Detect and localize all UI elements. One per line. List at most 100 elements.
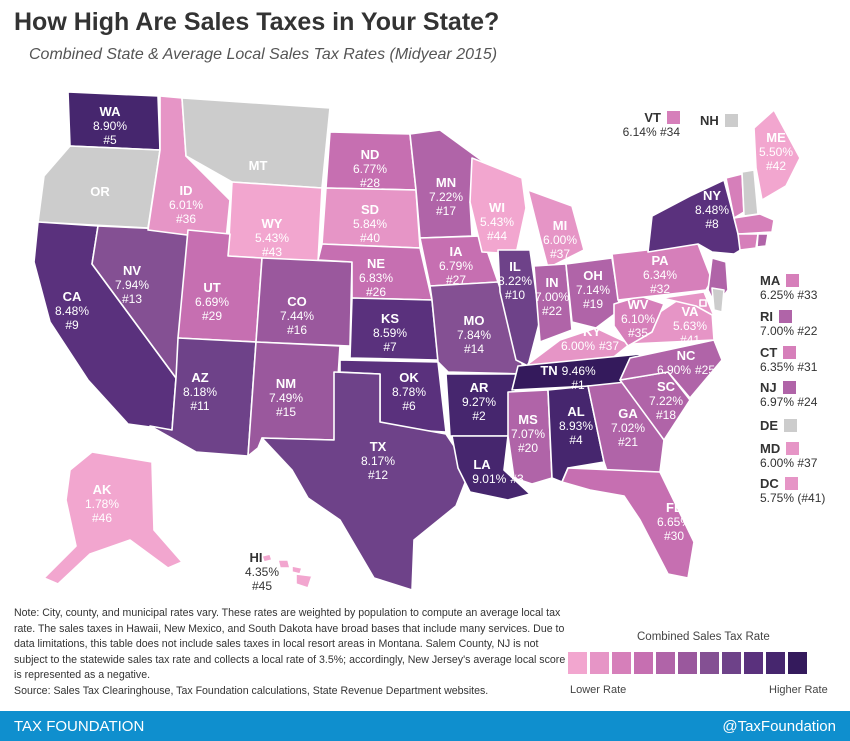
legend-title: Combined Sales Tax Rate	[637, 631, 770, 643]
swatch-nj	[782, 381, 796, 394]
label-az: AZ 8.18% #11	[183, 370, 217, 413]
label-tx: TX 8.17% #12	[361, 439, 395, 482]
callout-md: MD 6.00% #37	[760, 441, 818, 470]
legend-scale	[568, 652, 807, 674]
legend-swatch-7	[700, 652, 719, 674]
label-id: ID 6.01% #36	[169, 183, 203, 226]
label-la: LA	[473, 457, 491, 472]
label-ca: CA 8.48% #9	[55, 289, 89, 332]
label-wv: WV 6.10% #35	[621, 297, 655, 340]
label-pa: PA 6.34% #32	[643, 253, 677, 296]
footnote: Note: City, county, and municipal rates …	[14, 606, 574, 699]
label-ar: AR 9.27% #2	[462, 380, 496, 423]
legend-swatch-9	[744, 652, 763, 674]
label-ne: NE 6.83% #26	[359, 256, 393, 299]
label-fl: FL 6.65% #30	[657, 500, 691, 543]
swatch-vt	[667, 111, 680, 124]
state-mi[interactable]	[527, 189, 585, 269]
state-nh[interactable]	[741, 169, 759, 217]
state-ri[interactable]	[756, 233, 769, 248]
note-text: Note: City, county, and municipal rates …	[14, 607, 566, 681]
label-la-rate: 9.01% #3	[472, 472, 524, 486]
label-ms: MS 7.07% #20	[511, 412, 545, 455]
footer-brand: TAX FOUNDATION	[14, 718, 145, 735]
legend-swatch-3	[612, 652, 631, 674]
legend-swatch-8	[722, 652, 741, 674]
label-wy: WY 5.43% #43	[255, 216, 289, 259]
label-ok: OK 8.78% #6	[392, 370, 426, 413]
swatch-ri	[779, 310, 792, 323]
label-al: AL 8.93% #4	[559, 404, 593, 447]
legend-swatch-1	[568, 652, 587, 674]
callout-nh: NH	[700, 113, 738, 128]
state-fl[interactable]	[561, 467, 695, 579]
state-oh[interactable]	[565, 257, 621, 329]
swatch-ma	[786, 274, 800, 287]
swatch-nh	[724, 114, 738, 127]
legend-swatch-5	[656, 652, 675, 674]
label-va: VA 5.63% #41	[673, 304, 707, 347]
label-oh: OH 7.14% #19	[576, 268, 610, 311]
legend-high-label: Higher Rate	[769, 684, 828, 696]
callout-ri: RI 7.00% #22	[760, 309, 818, 338]
state-la[interactable]	[451, 435, 531, 501]
label-ak: AK 1.78% #46	[85, 482, 119, 525]
label-ia: IA 6.79% #27	[439, 244, 473, 287]
label-tn: TN 9.46% #1	[540, 363, 596, 392]
label-mt: MT	[249, 158, 268, 173]
label-sc: SC 7.22% #18	[649, 379, 683, 422]
label-sd: SD 5.84% #40	[353, 202, 387, 245]
state-ma[interactable]	[733, 213, 775, 235]
state-ak[interactable]	[43, 451, 183, 585]
state-hi[interactable]	[261, 553, 313, 589]
label-nm: NM 7.49% #15	[269, 376, 303, 419]
label-ks: KS 8.59% #7	[373, 311, 407, 354]
callout-vt: VT 6.14% #34	[622, 110, 680, 139]
state-dc[interactable]	[699, 299, 707, 307]
label-co: CO 7.44% #16	[280, 294, 314, 337]
callout-nj: NJ 6.97% #24	[760, 380, 818, 409]
label-nc: NC 6.90% #25	[657, 348, 715, 377]
state-md[interactable]	[661, 291, 715, 317]
label-or: OR	[90, 184, 110, 199]
state-in[interactable]	[533, 263, 573, 343]
label-nd: ND 6.77% #28	[353, 147, 387, 190]
label-wi: WI 5.43% #44	[480, 200, 514, 243]
label-in: IN 7.00% #22	[535, 275, 569, 318]
state-mn[interactable]	[409, 129, 493, 239]
label-ky-rate: 6.00% #37	[561, 339, 619, 353]
legend-swatch-4	[634, 652, 653, 674]
label-nv: NV 7.94% #13	[115, 263, 149, 306]
label-mi: MI 6.00% #37	[543, 218, 577, 261]
callout-dc: DC 5.75% (#41)	[760, 476, 826, 505]
label-ga: GA 7.02% #21	[611, 406, 645, 449]
callout-ct: CT 6.35% #31	[760, 345, 818, 374]
swatch-ct	[783, 346, 797, 359]
state-ct[interactable]	[737, 233, 759, 251]
state-me[interactable]	[753, 109, 801, 201]
source-text: Source: Sales Tax Clearinghouse, Tax Fou…	[14, 684, 489, 697]
legend-swatch-6	[678, 652, 697, 674]
callout-ma: MA 6.25% #33	[760, 273, 818, 302]
legend-swatch-10	[766, 652, 785, 674]
label-mo: MO 7.84% #14	[457, 313, 491, 356]
state-de[interactable]	[711, 287, 725, 313]
page-title: How High Are Sales Taxes in Your State?	[14, 8, 500, 36]
footer-handle[interactable]: @TaxFoundation	[722, 718, 836, 735]
swatch-de	[784, 419, 798, 432]
page-subtitle: Combined State & Average Local Sales Tax…	[29, 46, 498, 63]
label-ky: KY	[583, 324, 601, 339]
callout-de: DE	[760, 418, 798, 433]
label-hi: HI 4.35% #45	[245, 550, 279, 593]
label-il: IL 8.22% #10	[498, 259, 532, 302]
swatch-md	[786, 442, 800, 455]
swatch-dc	[784, 477, 798, 490]
state-tx[interactable]	[261, 371, 471, 591]
legend-swatch-11	[788, 652, 807, 674]
legend-low-label: Lower Rate	[570, 684, 627, 696]
footer-bar: TAX FOUNDATION @TaxFoundation	[0, 711, 850, 741]
label-mn: MN 7.22% #17	[429, 175, 463, 218]
label-wa: WA 8.90% #5	[93, 104, 127, 147]
label-ut: UT 6.69% #29	[195, 280, 229, 323]
